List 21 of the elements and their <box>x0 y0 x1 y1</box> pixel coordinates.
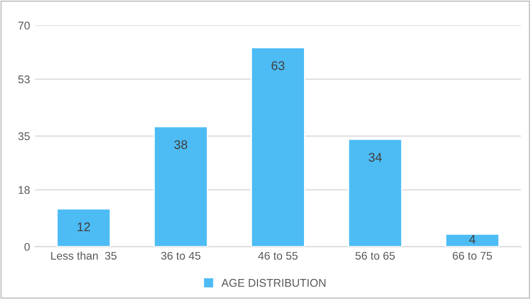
data-label: 63 <box>272 61 284 70</box>
y-tick-label: 18 <box>18 186 30 194</box>
legend-label: AGE DISTRIBUTION <box>221 278 326 287</box>
bar <box>56 208 112 247</box>
data-label: 34 <box>368 152 382 162</box>
y-tick-label: 35 <box>18 132 30 140</box>
y-tick-label: 0 <box>24 242 30 251</box>
bar <box>444 233 500 247</box>
bar <box>348 138 403 247</box>
data-label: 12 <box>78 222 90 232</box>
x-tick-label: 46 to 55 <box>258 252 298 260</box>
x-tick-label: 36 to 45 <box>161 252 200 260</box>
bar <box>250 46 306 247</box>
y-tick-label: 70 <box>18 22 30 30</box>
bar <box>153 126 208 247</box>
x-tick-label: Less than 35 <box>51 252 117 260</box>
x-tick-label: 56 to 65 <box>356 252 395 260</box>
y-tick-label: 53 <box>18 75 30 84</box>
data-label: 4 <box>469 234 476 244</box>
data-label: 38 <box>174 140 188 150</box>
x-tick-label: 66 to 75 <box>452 252 492 260</box>
